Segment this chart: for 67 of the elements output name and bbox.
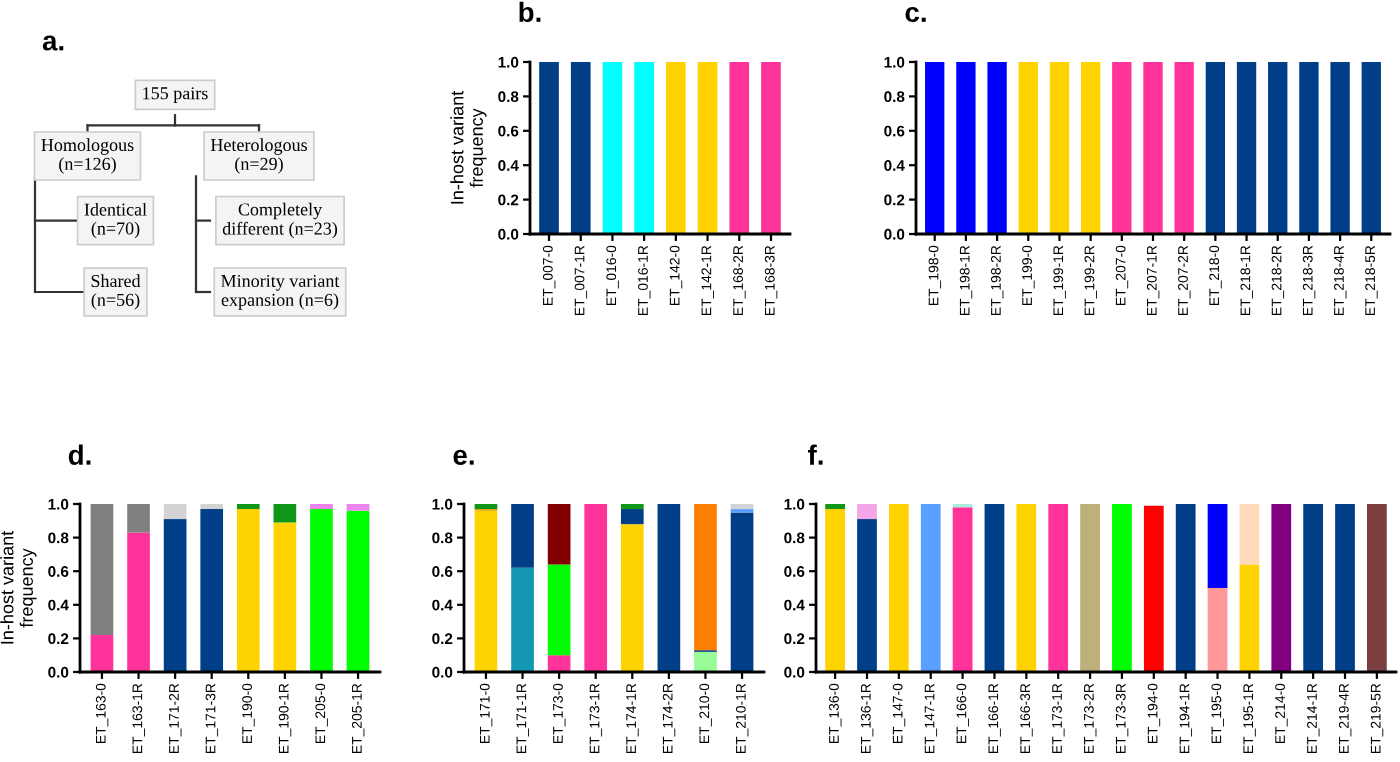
- bar: [163, 519, 187, 672]
- text: a.: [42, 35, 64, 51]
- bar: [920, 504, 941, 672]
- bar: [127, 504, 150, 533]
- bar: [1175, 504, 1196, 672]
- bar: [1048, 504, 1069, 672]
- text: Homologous (n=126): [41, 138, 134, 174]
- bar: [1335, 504, 1355, 672]
- bar: [273, 504, 297, 523]
- bar: [620, 524, 644, 672]
- text: Minority variant expansion (n=6): [221, 274, 340, 310]
- bar: [1367, 504, 1387, 672]
- bar: [236, 509, 260, 672]
- y-axis-title: In-host variant frequency: [0, 530, 37, 644]
- bar: [200, 509, 224, 672]
- bar: [547, 655, 571, 672]
- bar: [620, 504, 644, 510]
- chart-title: e.: [453, 449, 474, 465]
- text: Identical (n=70): [84, 202, 147, 239]
- bar: [825, 504, 845, 510]
- bar: [1239, 564, 1260, 672]
- bar: [584, 504, 608, 672]
- bar: [1271, 504, 1292, 672]
- text: 155 pairs: [143, 87, 208, 103]
- bar: [694, 651, 717, 672]
- bar: [346, 510, 370, 672]
- bar: [857, 519, 877, 672]
- bar: [1207, 504, 1228, 588]
- bar: [310, 504, 333, 510]
- bar: [236, 504, 260, 510]
- bar: [163, 504, 187, 520]
- y-axis-title: In-host variant frequency: [450, 90, 487, 204]
- bar: [346, 504, 370, 511]
- chart-title: c.: [905, 6, 926, 23]
- bar: [1303, 504, 1324, 672]
- bar: [273, 522, 297, 672]
- bar: [511, 504, 534, 568]
- bar: [984, 504, 1005, 672]
- bar: [90, 635, 114, 672]
- text: Heterologous (n=29): [210, 138, 307, 174]
- bar: [1207, 588, 1228, 672]
- bar: [200, 504, 224, 510]
- bar: [888, 504, 909, 672]
- bar: [825, 509, 845, 672]
- bar: [511, 567, 534, 672]
- bar: [952, 507, 973, 672]
- bar: [474, 510, 498, 672]
- bar: [1239, 504, 1260, 565]
- bar: [127, 532, 150, 672]
- bar: [694, 504, 717, 651]
- bar: [1112, 504, 1132, 672]
- bar: [1143, 505, 1164, 672]
- bar: [857, 504, 877, 520]
- chart-title: f.: [807, 444, 823, 465]
- chart-title: d.: [68, 444, 91, 465]
- bar: [730, 504, 754, 510]
- bar: [1080, 504, 1100, 672]
- bar: [547, 504, 571, 565]
- chart-title: b.: [519, 1, 541, 23]
- bar: [620, 509, 644, 525]
- text: Completely different (n=23): [222, 202, 338, 239]
- bar: [1016, 504, 1037, 672]
- bar: [547, 564, 571, 656]
- bar: [310, 509, 333, 672]
- bar: [90, 504, 114, 636]
- text: Shared (n=56): [91, 274, 141, 310]
- bar: [474, 504, 498, 510]
